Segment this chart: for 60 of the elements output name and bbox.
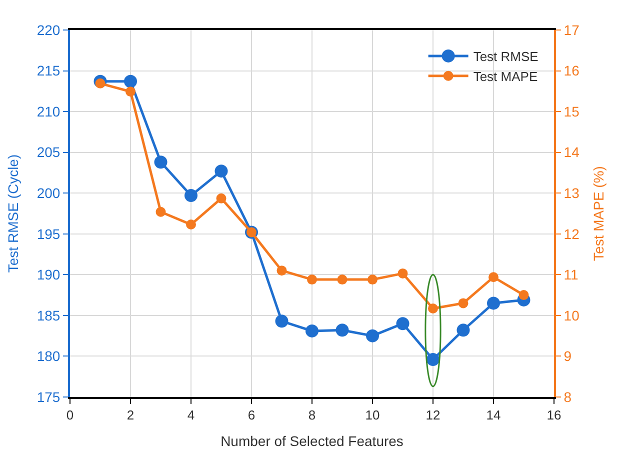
y-axis-title: Test RMSE (Cycle) [4,154,21,273]
x-tick-label: 8 [308,407,316,422]
x-tick-label: 6 [248,407,256,422]
legend-label: Test RMSE [473,49,539,64]
y-tick-label: 205 [36,144,60,160]
x-tick-label: 4 [187,407,195,422]
y-tick-label: 200 [36,185,60,202]
point [428,304,438,314]
point [307,274,317,285]
y2-tick-label: 17 [564,22,580,38]
y2-tick-label: 13 [564,185,580,202]
point [368,274,378,285]
point [488,272,498,282]
x-tick-label: 0 [66,407,74,422]
point [336,324,349,337]
point [337,274,348,285]
x-tick-label: 2 [126,407,134,422]
y2-tick-label: 14 [564,144,580,160]
point [396,317,410,330]
point [487,296,500,310]
y2-tick-label: 8 [564,388,572,405]
x-tick-label: 10 [365,407,380,422]
x-tick-label: 12 [426,407,440,422]
point [398,268,408,278]
x-tick-label: 14 [486,407,501,422]
y-tick-label: 190 [36,266,60,283]
point [95,78,106,88]
point [126,86,136,97]
point [214,164,228,178]
y-tick-label: 195 [36,226,60,242]
point [458,298,468,308]
point [426,352,440,366]
x-axis-title: Number of Selected Features [220,433,404,450]
y2-axis-title: Test MAPE (%) [590,166,606,261]
point [306,324,318,338]
y2-tick-label: 9 [564,348,572,364]
y2-tick-label: 11 [564,266,579,283]
x-tick-label: 16 [546,407,562,422]
point [156,206,166,217]
point [456,324,470,337]
point [518,290,529,300]
y-tick-label: 215 [36,62,60,79]
point [154,156,168,169]
point [124,74,137,88]
y2-tick-label: 15 [564,103,580,120]
y-tick-label: 220 [36,22,60,38]
y-tick-label: 185 [36,307,60,324]
point [186,220,196,230]
point [216,193,226,204]
y2-tick-label: 10 [564,307,580,324]
y2-tick-label: 16 [564,62,580,79]
y-tick-label: 210 [36,103,60,120]
y2-tick-label: 12 [564,226,580,242]
point [184,189,198,202]
point [276,266,287,276]
legend-label: Test MAPE [473,68,538,84]
y-tick-label: 180 [36,348,60,364]
point [366,329,379,342]
y-tick-label: 175 [36,388,60,405]
point [275,314,288,328]
